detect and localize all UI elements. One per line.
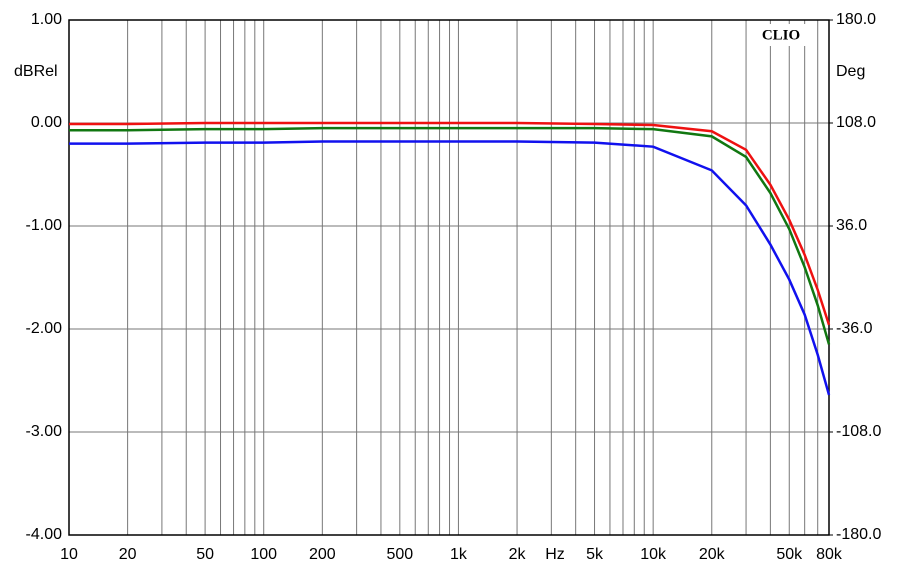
x-tick-label: 200 — [309, 546, 336, 563]
series-line — [69, 140, 831, 396]
x-axis-label: Hz — [545, 546, 565, 563]
x-tick-label: 100 — [250, 546, 277, 563]
y2-tick-label: 108.0 — [836, 114, 876, 131]
y2-axis-label: Deg — [836, 63, 865, 80]
y-tick-label: -1.00 — [26, 217, 63, 234]
y-axis-label: dBRel — [14, 63, 58, 80]
series-line — [69, 121, 831, 326]
y2-tick-label: -180.0 — [836, 526, 881, 543]
y2-tick-label: -108.0 — [836, 423, 881, 440]
y-tick-label: -2.00 — [26, 320, 63, 337]
y-tick-label: 0.00 — [31, 114, 62, 131]
y-tick-label: -3.00 — [26, 423, 63, 440]
x-tick-label: 10k — [640, 546, 667, 563]
x-tick-label: 50 — [196, 546, 214, 563]
x-tick-label: 20k — [699, 546, 726, 563]
x-tick-label: 20 — [119, 546, 137, 563]
y2-tick-label: 36.0 — [836, 217, 867, 234]
y-tick-label: -4.00 — [26, 526, 63, 543]
x-tick-label: 2k — [509, 546, 527, 563]
x-tick-label: 5k — [586, 546, 604, 563]
plot-frame — [68, 19, 830, 536]
x-tick-label: 10 — [60, 546, 78, 563]
x-tick-label: 500 — [386, 546, 413, 563]
brand-label: CLIO — [762, 27, 800, 43]
y2-tick-label: -36.0 — [836, 320, 873, 337]
x-tick-label: 1k — [450, 546, 468, 563]
series-line — [69, 126, 831, 345]
x-tick-label: 80k — [816, 546, 843, 563]
y-tick-label: 1.00 — [31, 11, 62, 28]
y2-tick-label: 180.0 — [836, 11, 876, 28]
x-tick-label: 50k — [776, 546, 803, 563]
brand-box — [752, 24, 810, 46]
